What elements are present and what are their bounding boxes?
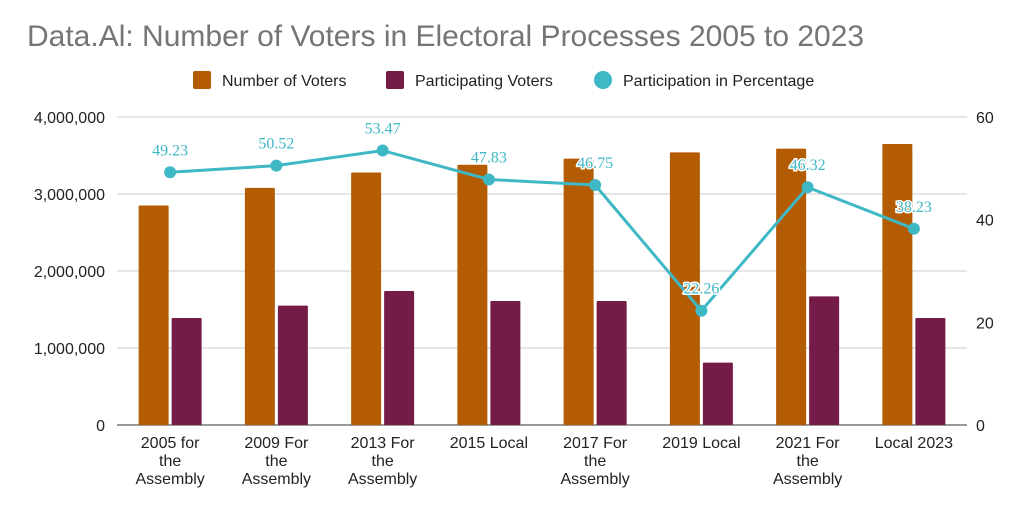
x-tick-label: 2021 For	[776, 435, 841, 452]
bar-participating-voters	[490, 301, 521, 425]
legend-label-number-of-voters: Number of Voters	[222, 73, 347, 90]
x-tick-label: 2015 Local	[450, 435, 528, 452]
legend-label-participating-voters: Participating Voters	[415, 73, 553, 90]
x-tick-label: Assembly	[135, 471, 204, 488]
x-tick-label: 2017 For	[563, 435, 628, 452]
bar-series	[138, 143, 946, 426]
bar-number-of-voters	[138, 205, 169, 425]
x-tick-label: 2005 for	[141, 435, 200, 452]
bar-participating-voters	[809, 296, 840, 425]
participation-point	[695, 304, 708, 317]
left-y-tick-label: 1,000,000	[34, 341, 105, 358]
legend-swatch-number-of-voters	[193, 71, 211, 89]
gridlines	[117, 116, 967, 426]
bar-participating-voters	[702, 362, 733, 425]
x-tick-label: 2009 For	[244, 435, 309, 452]
participation-data-label: 46.32	[790, 157, 826, 174]
x-tick-label: the	[159, 453, 181, 470]
participation-data-label: 53.47	[365, 121, 401, 138]
chart-title: Data.Al: Number of Voters in Electoral P…	[27, 20, 865, 53]
bar-number-of-voters	[776, 148, 807, 425]
left-y-tick-label: 4,000,000	[34, 110, 105, 127]
x-tick-label: 2013 For	[351, 435, 416, 452]
bar-number-of-voters	[882, 143, 913, 425]
x-tick-label: the	[372, 453, 394, 470]
x-tick-label: 2019 Local	[662, 435, 740, 452]
bar-number-of-voters	[351, 172, 382, 425]
legend-swatch-participation-in-percentage	[594, 71, 612, 89]
participation-point	[482, 173, 495, 186]
x-tick-label: Assembly	[560, 471, 629, 488]
participation-data-label: 22.26	[683, 281, 719, 298]
left-y-tick-label: 0	[96, 418, 105, 435]
participation-point	[907, 222, 920, 235]
participation-point	[801, 181, 814, 194]
x-tick-label: the	[584, 453, 606, 470]
legend-label-participation-in-percentage: Participation in Percentage	[623, 73, 814, 90]
right-y-tick-label: 40	[976, 213, 994, 230]
bar-number-of-voters	[669, 152, 700, 426]
participation-data-label: 50.52	[258, 136, 294, 153]
bar-number-of-voters	[457, 164, 488, 426]
participation-point	[164, 166, 177, 179]
participation-data-label: 47.83	[471, 149, 507, 166]
right-y-tick-label: 60	[976, 110, 994, 127]
bar-participating-voters	[384, 291, 415, 425]
right-y-tick-label: 0	[976, 418, 985, 435]
right-y-tick-label: 20	[976, 315, 994, 332]
bar-participating-voters	[596, 301, 627, 425]
right-y-axis: 0 20 40 60	[976, 110, 994, 435]
left-y-axis: 0 1,000,000 2,000,000 3,000,000 4,000,000	[34, 110, 105, 435]
participation-line	[170, 149, 915, 313]
line-series: 49.23 50.52 53.47 47.83 46.75 22.26 46.32 38.23	[151, 119, 933, 317]
x-tick-label: Assembly	[773, 471, 842, 488]
bar-participating-voters	[277, 305, 308, 425]
participation-data-label: 49.23	[152, 142, 188, 159]
x-tick-label: the	[797, 453, 819, 470]
x-tick-label: Assembly	[242, 471, 311, 488]
participation-point	[376, 144, 389, 157]
participation-point	[270, 159, 283, 172]
participation-data-label: 46.75	[577, 155, 613, 172]
chart-legend: Number of Voters Participating Voters Part…	[193, 71, 814, 90]
participation-point	[589, 179, 602, 192]
legend-swatch-participating-voters	[386, 71, 404, 89]
bar-participating-voters	[171, 317, 202, 425]
bar-number-of-voters	[563, 158, 594, 425]
x-tick-label: the	[265, 453, 287, 470]
bar-number-of-voters	[244, 187, 275, 425]
x-tick-label: Local 2023	[875, 435, 953, 452]
x-tick-label: Assembly	[348, 471, 417, 488]
bar-participating-voters	[915, 317, 946, 425]
left-y-tick-label: 3,000,000	[34, 187, 105, 204]
left-y-tick-label: 2,000,000	[34, 264, 105, 281]
participation-data-label: 38.23	[896, 199, 932, 216]
